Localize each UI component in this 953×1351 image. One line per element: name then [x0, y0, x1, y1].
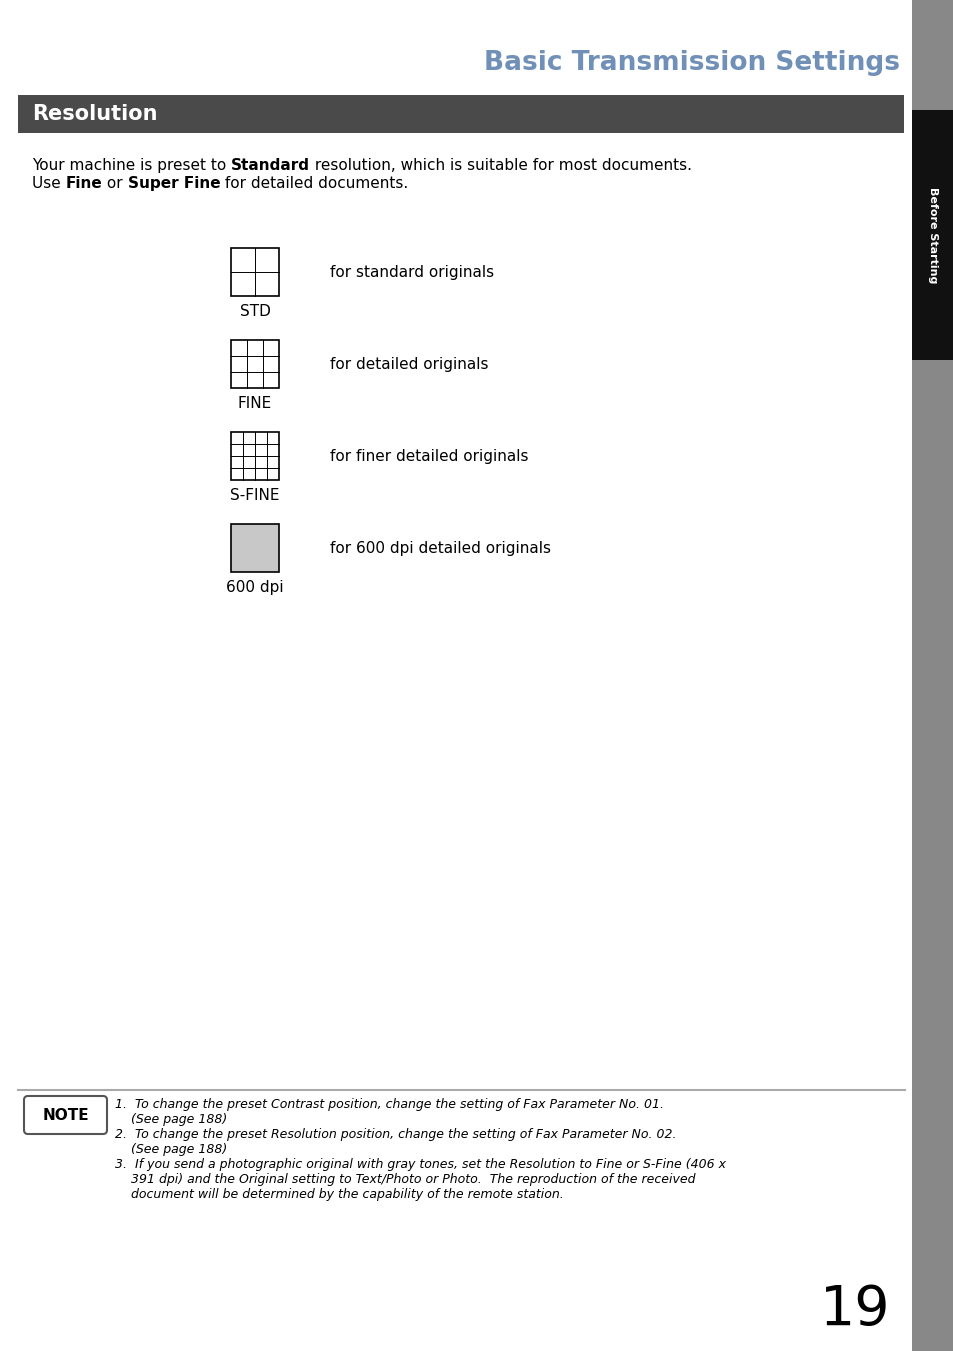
Text: S-FINE: S-FINE [230, 488, 279, 503]
Text: 391 dpi) and the Original setting to Text/Photo or Photo.  The reproduction of t: 391 dpi) and the Original setting to Tex… [115, 1173, 695, 1186]
Text: Basic Transmission Settings: Basic Transmission Settings [483, 50, 899, 76]
Text: Before Starting: Before Starting [927, 186, 937, 284]
Text: Super Fine: Super Fine [128, 176, 220, 190]
Text: (See page 188): (See page 188) [115, 1113, 227, 1125]
Text: 1.  To change the preset Contrast position, change the setting of Fax Parameter : 1. To change the preset Contrast positio… [115, 1098, 663, 1111]
Text: Use: Use [32, 176, 66, 190]
Text: or: or [102, 176, 128, 190]
Text: NOTE: NOTE [42, 1108, 89, 1123]
Text: 600 dpi: 600 dpi [226, 580, 283, 594]
Text: STD: STD [239, 304, 270, 319]
Text: resolution, which is suitable for most documents.: resolution, which is suitable for most d… [310, 158, 691, 173]
Text: FINE: FINE [237, 396, 272, 411]
Text: Your machine is preset to: Your machine is preset to [32, 158, 231, 173]
Bar [231, 249, 278, 296]
Bar [911, 109, 953, 359]
Text: Standard: Standard [231, 158, 310, 173]
Text: Fine: Fine [66, 176, 102, 190]
Text: for detailed documents.: for detailed documents. [220, 176, 408, 190]
Bar [231, 432, 278, 480]
Bar [231, 524, 278, 571]
Text: for standard originals: for standard originals [330, 265, 494, 280]
Text: 19: 19 [819, 1283, 889, 1337]
FancyBboxPatch shape [24, 1096, 107, 1133]
Bar [911, 0, 953, 1351]
Text: document will be determined by the capability of the remote station.: document will be determined by the capab… [115, 1188, 563, 1201]
Text: Resolution: Resolution [32, 104, 157, 124]
Bar [231, 340, 278, 388]
Text: 2.  To change the preset Resolution position, change the setting of Fax Paramete: 2. To change the preset Resolution posit… [115, 1128, 676, 1142]
Text: for finer detailed originals: for finer detailed originals [330, 449, 528, 463]
Bar [18, 95, 903, 132]
Text: (See page 188): (See page 188) [115, 1143, 227, 1156]
Text: for 600 dpi detailed originals: for 600 dpi detailed originals [330, 540, 551, 555]
Text: 3.  If you send a photographic original with gray tones, set the Resolution to F: 3. If you send a photographic original w… [115, 1158, 725, 1171]
Text: for detailed originals: for detailed originals [330, 357, 488, 372]
